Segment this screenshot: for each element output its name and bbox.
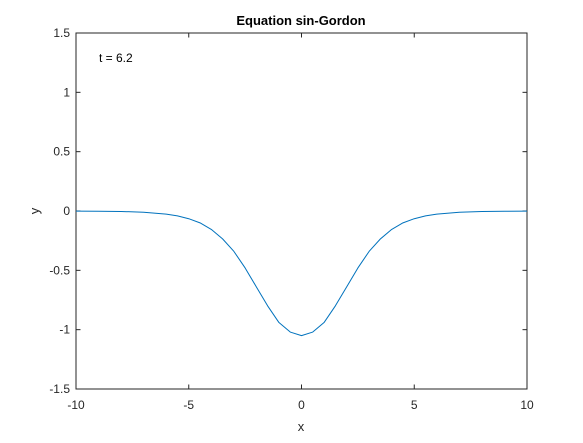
y-tick-label: -1 (59, 323, 70, 337)
time-annotation: t = 6.2 (99, 51, 133, 65)
y-tick-label: 0 (63, 204, 70, 218)
x-tick-label: 10 (520, 398, 534, 412)
chart-title: Equation sin-Gordon (236, 13, 365, 28)
x-axis-label: x (298, 419, 305, 434)
x-tick-label: -5 (183, 398, 194, 412)
y-tick-label: 0.5 (53, 145, 70, 159)
x-axis: -10 -5 0 5 10 (67, 33, 534, 412)
y-axis-label: y (27, 207, 42, 214)
x-tick-label: 5 (411, 398, 418, 412)
y-tick-label: -0.5 (49, 263, 70, 277)
y-tick-label: -1.5 (49, 382, 70, 396)
x-tick-label: 0 (298, 398, 305, 412)
series-line (75, 210, 528, 337)
y-tick-label: 1 (63, 85, 70, 99)
plot-area-frame (75, 32, 528, 390)
x-tick-label: -10 (67, 398, 85, 412)
y-axis: -1.5 -1 -0.5 0 0.5 1 1.5 (49, 26, 527, 396)
y-tick-label: 1.5 (53, 26, 70, 40)
